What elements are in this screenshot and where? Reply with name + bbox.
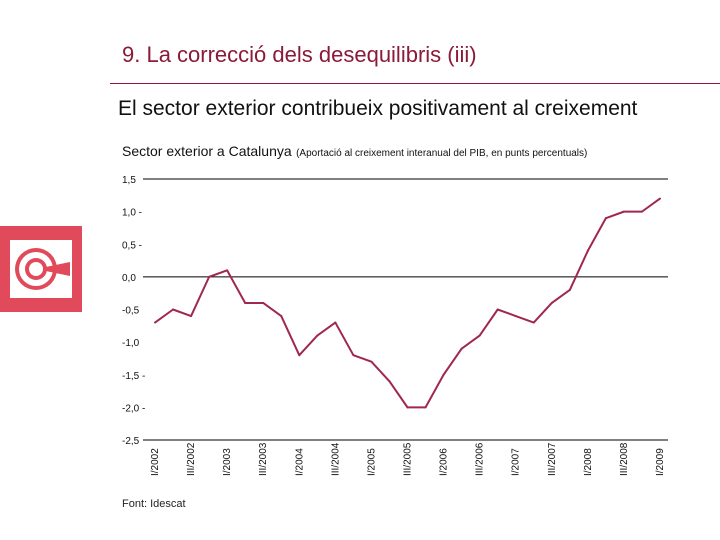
y-tick-label: -1,0 bbox=[122, 338, 140, 349]
data-point bbox=[659, 197, 661, 200]
x-tick-label: III/2004 bbox=[330, 442, 341, 476]
x-tick-label: I/2008 bbox=[583, 448, 594, 476]
x-tick-label: III/2007 bbox=[547, 442, 558, 476]
y-tick-label: 1,5 bbox=[122, 175, 136, 186]
data-point bbox=[532, 321, 535, 324]
data-point bbox=[406, 406, 409, 409]
data-point bbox=[262, 301, 265, 304]
data-point bbox=[514, 315, 517, 318]
x-tick-label: I/2007 bbox=[511, 448, 522, 476]
data-point bbox=[334, 321, 337, 324]
data-point bbox=[478, 334, 481, 337]
x-tick-label: III/2005 bbox=[403, 442, 414, 476]
data-point bbox=[424, 406, 427, 409]
data-point bbox=[154, 321, 156, 324]
x-tick-label: I/2009 bbox=[655, 448, 666, 476]
data-point bbox=[298, 354, 301, 357]
data-point bbox=[172, 308, 175, 311]
data-point bbox=[226, 269, 229, 272]
data-point bbox=[640, 210, 643, 213]
title-divider bbox=[110, 83, 720, 84]
x-tick-label: I/2005 bbox=[366, 448, 377, 476]
data-point bbox=[190, 315, 193, 318]
chart-title: Sector exterior a Catalunya bbox=[122, 143, 292, 159]
x-tick-label: I/2004 bbox=[294, 448, 305, 476]
data-point bbox=[280, 315, 283, 318]
slide-title: 9. La correcció dels desequilibris (iii) bbox=[122, 42, 477, 67]
data-point bbox=[388, 380, 391, 383]
y-tick-label: -2,5 bbox=[122, 436, 140, 447]
data-point bbox=[460, 347, 463, 350]
series-line bbox=[154, 197, 661, 409]
y-tick-label: -1,5 - bbox=[122, 371, 145, 382]
y-tick-label: 1,0 - bbox=[122, 208, 142, 219]
data-point bbox=[208, 275, 211, 278]
y-tick-label: 0,5 - bbox=[122, 240, 142, 251]
data-point bbox=[316, 334, 319, 337]
y-tick-label: -0,5 bbox=[122, 306, 140, 317]
y-tick-label: -2,0 - bbox=[122, 403, 145, 414]
data-point bbox=[496, 308, 499, 311]
x-tick-label: I/2006 bbox=[439, 448, 450, 476]
x-tick-label: III/2003 bbox=[258, 442, 269, 476]
x-tick-label: III/2008 bbox=[619, 442, 630, 476]
cidem-logo-icon bbox=[0, 226, 82, 312]
source-note: Font: Idescat bbox=[122, 498, 186, 510]
slide-subtitle: El sector exterior contribueix positivam… bbox=[118, 97, 638, 120]
data-point bbox=[352, 354, 355, 357]
chart-subtitle: (Aportació al creixement interanual del … bbox=[296, 148, 588, 159]
x-tick-label: III/2002 bbox=[186, 442, 197, 476]
data-point bbox=[244, 301, 247, 304]
chart-heading: Sector exterior a Catalunya (Aportació a… bbox=[122, 143, 587, 161]
data-point bbox=[568, 288, 571, 291]
data-point bbox=[442, 373, 445, 376]
x-tick-label: I/2002 bbox=[150, 448, 161, 476]
data-point bbox=[604, 217, 607, 220]
data-point bbox=[622, 210, 625, 213]
data-point bbox=[586, 249, 589, 252]
data-point bbox=[370, 360, 373, 363]
x-tick-label: III/2006 bbox=[475, 442, 486, 476]
data-point bbox=[550, 301, 553, 304]
y-tick-label: 0,0 bbox=[122, 273, 136, 284]
x-tick-label: I/2003 bbox=[222, 448, 233, 476]
